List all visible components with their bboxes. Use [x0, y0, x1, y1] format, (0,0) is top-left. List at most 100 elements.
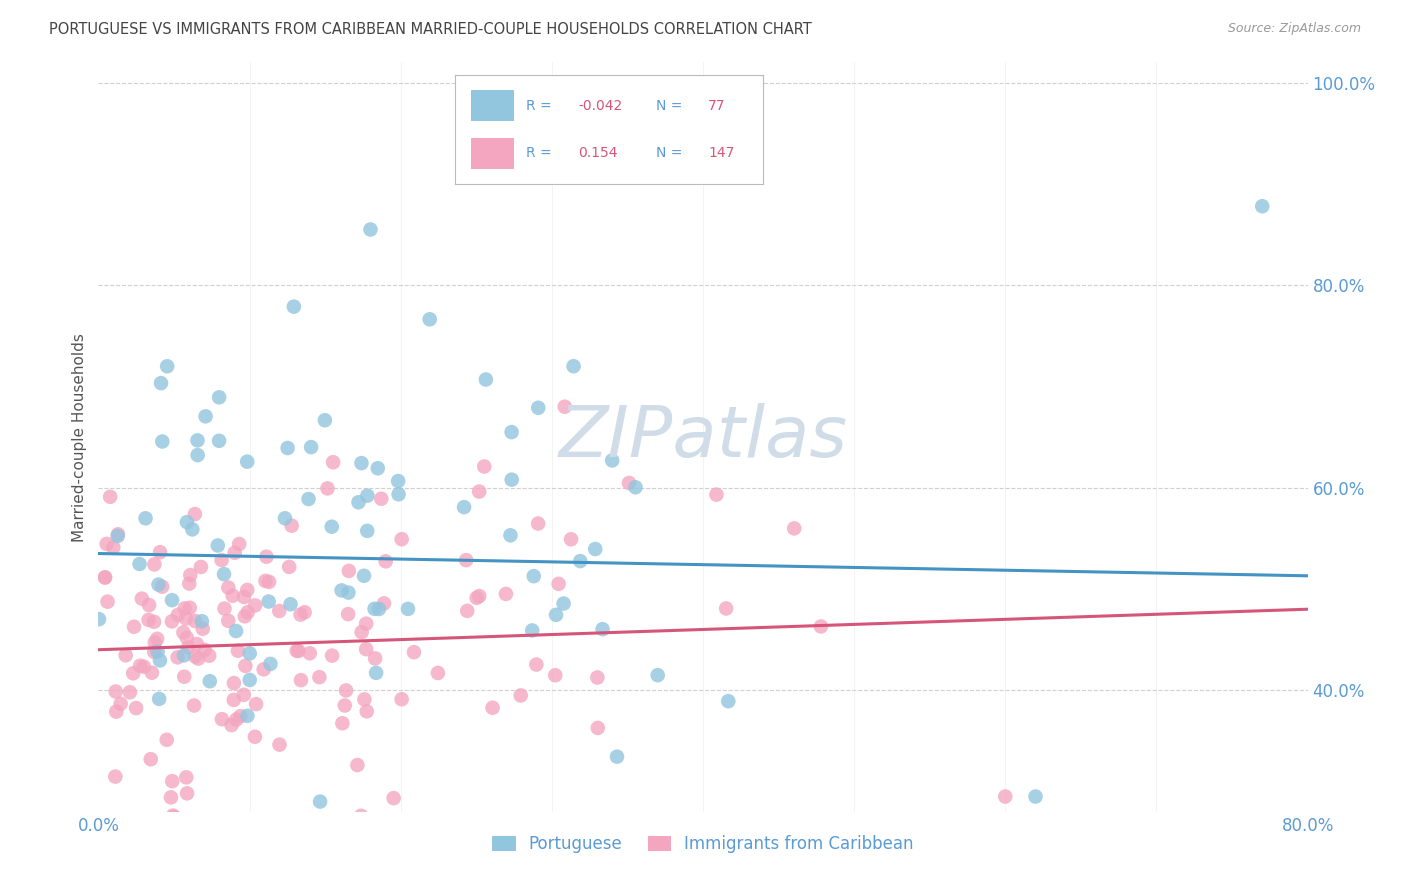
Point: [426, 665, 449, 680]
Point: [217, 614, 239, 628]
Point: [236, 455, 259, 469]
Point: [617, 475, 640, 490]
Point: [356, 524, 378, 538]
Point: [299, 440, 322, 454]
Point: [194, 409, 217, 424]
Point: [586, 671, 609, 685]
Point: [157, 814, 180, 829]
Point: [87, 612, 110, 626]
Point: [456, 604, 478, 618]
Point: [222, 693, 245, 707]
Point: [382, 791, 405, 805]
Point: [150, 434, 173, 449]
Point: [187, 651, 209, 665]
Point: [94, 570, 117, 584]
Point: [283, 300, 305, 314]
Point: [360, 222, 382, 236]
Point: [495, 587, 517, 601]
Point: [141, 665, 163, 680]
Point: [353, 568, 375, 582]
Point: [236, 708, 259, 723]
Point: [143, 558, 166, 572]
Point: [184, 614, 207, 628]
Point: [285, 644, 308, 658]
Point: [228, 537, 250, 551]
Point: [810, 619, 832, 633]
Point: [173, 670, 195, 684]
Point: [1024, 789, 1046, 804]
Point: [104, 770, 127, 784]
Point: [156, 732, 179, 747]
Point: [396, 602, 419, 616]
Point: [96, 594, 118, 608]
Point: [163, 810, 186, 824]
Point: [131, 591, 153, 606]
Point: [366, 665, 388, 680]
Legend: Portuguese, Immigrants from Caribbean: Portuguese, Immigrants from Caribbean: [485, 829, 921, 860]
Point: [257, 574, 280, 589]
Point: [509, 689, 531, 703]
Point: [173, 648, 195, 663]
Point: [274, 511, 297, 525]
Point: [277, 441, 299, 455]
Point: [134, 511, 156, 525]
Point: [149, 653, 172, 667]
Point: [370, 491, 392, 506]
Text: ZIP​atlas: ZIP​atlas: [558, 402, 848, 472]
Point: [346, 758, 368, 772]
Point: [138, 613, 160, 627]
Point: [221, 589, 243, 603]
Point: [138, 598, 160, 612]
Point: [387, 487, 409, 501]
Point: [243, 730, 266, 744]
Point: [290, 607, 312, 622]
Point: [280, 518, 302, 533]
Point: [269, 604, 291, 618]
Point: [523, 569, 546, 583]
Point: [208, 390, 231, 404]
Point: [468, 589, 491, 603]
Point: [337, 585, 360, 599]
Point: [160, 615, 183, 629]
Point: [714, 601, 737, 615]
Point: [110, 697, 132, 711]
Point: [181, 522, 204, 536]
Point: [1251, 199, 1274, 213]
Point: [333, 698, 356, 713]
Point: [194, 814, 217, 829]
Point: [198, 648, 221, 663]
Point: [128, 557, 150, 571]
Point: [176, 631, 198, 645]
Point: [501, 473, 523, 487]
Point: [107, 529, 129, 543]
Point: [569, 554, 592, 568]
Point: [184, 507, 207, 521]
Point: [235, 658, 257, 673]
Point: [107, 527, 129, 541]
Point: [402, 645, 425, 659]
Point: [586, 721, 609, 735]
Point: [717, 694, 740, 708]
Point: [278, 560, 301, 574]
Point: [547, 577, 569, 591]
Point: [176, 770, 198, 784]
Point: [600, 453, 623, 467]
Point: [225, 624, 247, 638]
Point: [481, 700, 503, 714]
Point: [554, 400, 576, 414]
Point: [104, 684, 127, 698]
Point: [167, 607, 190, 622]
Point: [222, 676, 245, 690]
Point: [198, 674, 221, 689]
Point: [217, 581, 239, 595]
Point: [453, 500, 475, 515]
Point: [257, 594, 280, 608]
Point: [332, 716, 354, 731]
Point: [149, 545, 172, 559]
Point: [229, 709, 252, 723]
Point: [239, 673, 262, 687]
Point: [190, 560, 212, 574]
Point: [527, 516, 550, 531]
Point: [321, 648, 343, 663]
Point: [294, 605, 316, 619]
